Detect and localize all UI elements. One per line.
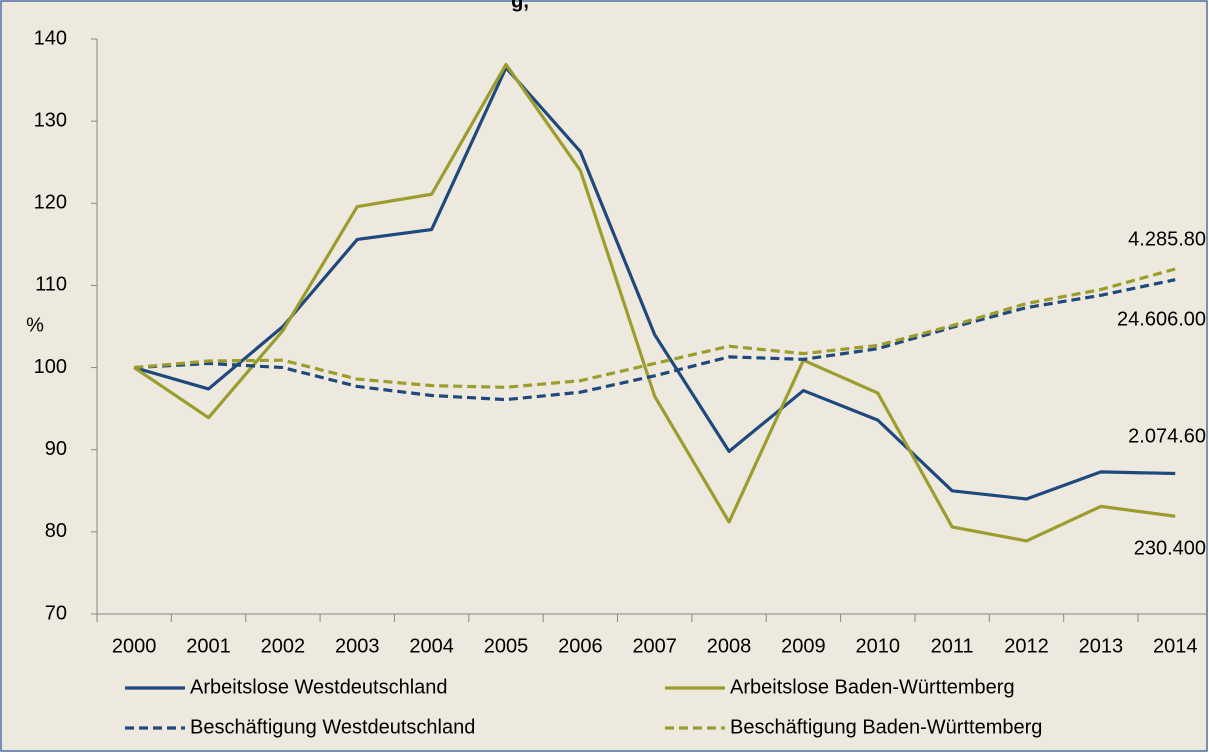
x-tick-label: 2004 [409, 635, 454, 657]
x-tick-label: 2001 [186, 635, 231, 657]
series-line [134, 278, 1176, 402]
x-tick-label: 2002 [261, 635, 306, 657]
x-tick-label: 2008 [707, 635, 752, 657]
y-tick-label: 120 [34, 192, 67, 214]
y-tick-label: 70 [45, 602, 67, 624]
y-tick-label: 90 [45, 438, 67, 460]
x-tick-label: 2005 [484, 635, 529, 657]
x-tick-label: 2009 [781, 635, 826, 657]
x-tick-label: 2006 [558, 635, 603, 657]
annotation: 230.400 [1134, 537, 1206, 559]
legend-label: Arbeitslose Baden-Württemberg [730, 676, 1015, 698]
x-tick-label: 2007 [632, 635, 677, 657]
y-axis-label: % [26, 314, 44, 336]
y-tick-label: 110 [35, 274, 67, 296]
y-tick-label: 80 [45, 520, 67, 542]
series-line [133, 62, 1176, 543]
x-tick-label: 2014 [1153, 635, 1198, 657]
series-line [133, 66, 1176, 501]
x-tick-label: 2010 [856, 635, 901, 657]
y-tick-label: 130 [34, 109, 67, 131]
x-tick-label: 2003 [335, 635, 380, 657]
annotation: 2.074.60 [1128, 425, 1206, 447]
y-tick-label: 100 [34, 356, 67, 378]
x-tick-label: 2012 [1004, 635, 1049, 657]
legend-label: Beschäftigung Westdeutschland [190, 716, 475, 738]
x-tick-label: 2000 [112, 635, 157, 657]
legend-label: Arbeitslose Westdeutschland [190, 676, 448, 698]
chart-title: g, [511, 0, 529, 12]
annotation: 4.285.80 [1128, 228, 1206, 250]
annotation: 24.606.00 [1117, 308, 1206, 330]
series-line [134, 267, 1176, 389]
y-tick-label: 140 [34, 27, 67, 49]
x-tick-label: 2011 [931, 635, 974, 657]
x-tick-label: 2013 [1079, 635, 1124, 657]
legend-label: Beschäftigung Baden-Württemberg [730, 716, 1042, 738]
